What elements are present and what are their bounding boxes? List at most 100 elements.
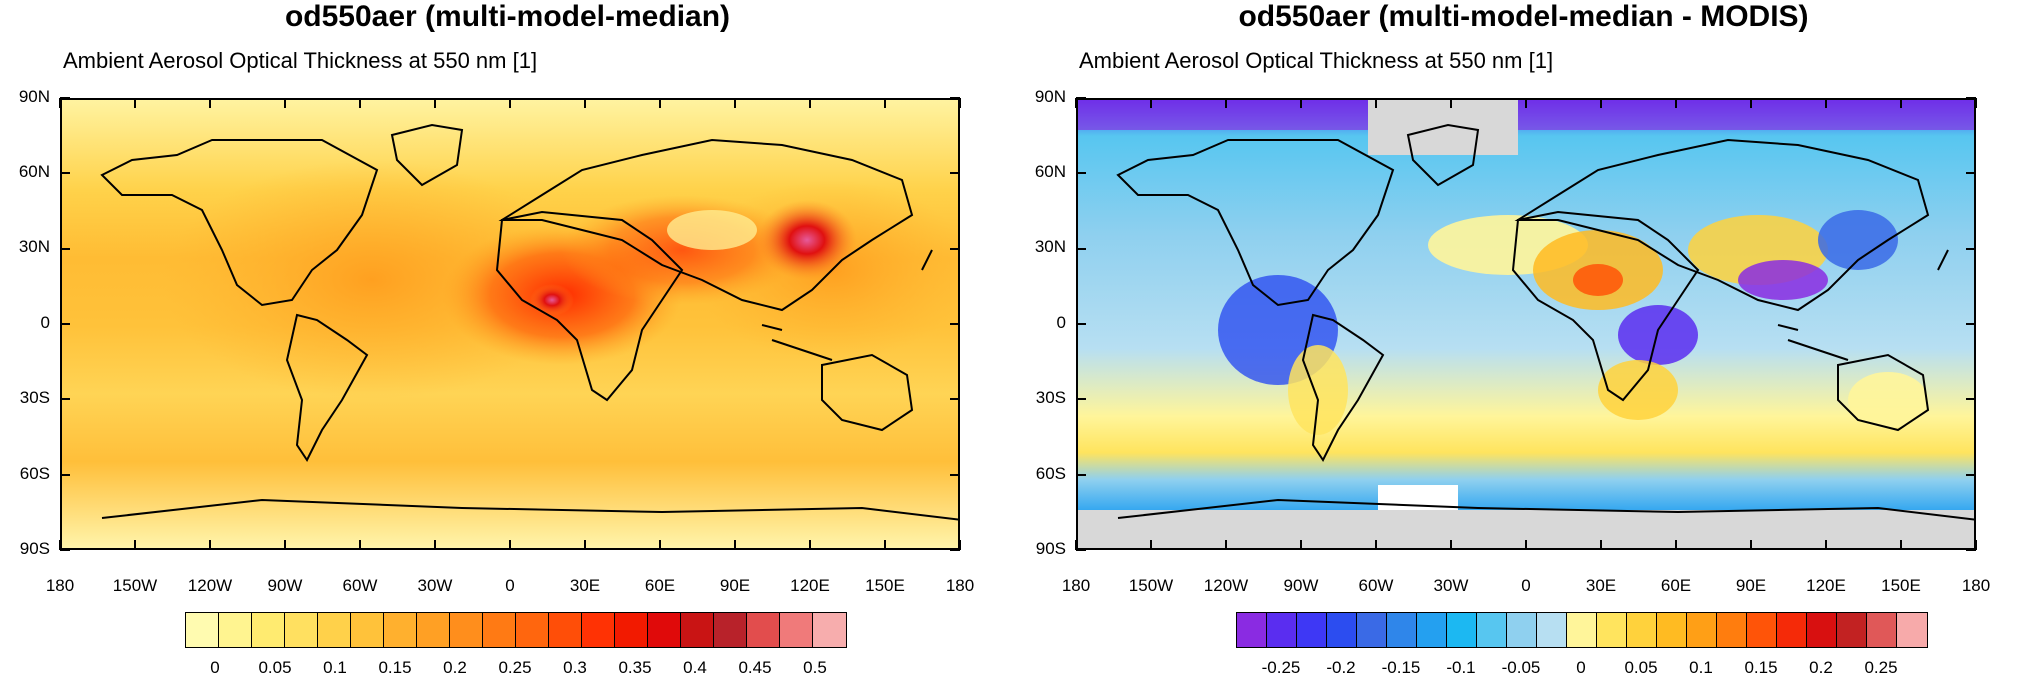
lat-label-30n: 30N [1034,237,1066,256]
lon-label-30e: 30E [569,576,601,595]
colorbar-swatch [384,613,417,647]
colorbar-left [185,612,847,648]
axis-tick [60,172,70,175]
colorbar-swatch [648,613,681,647]
axis-tick [1076,398,1086,401]
colorbar-swatch [1447,613,1477,647]
colorbar-label: 0.1 [1689,658,1713,677]
colorbar-swatch [1627,613,1657,647]
map-area[interactable] [1076,98,1976,550]
colorbar-label: 0.25 [498,658,532,677]
lat-label-90n: 90N [18,87,50,106]
lon-label-60w: 60W [1358,576,1394,595]
colorbar-swatch [1327,613,1357,647]
colorbar-swatch [813,613,846,647]
colorbar-swatch [1837,613,1867,647]
lon-label-180w: 180 [1061,576,1091,595]
lon-label-90w: 90W [1283,576,1319,595]
colorbar-label: 0.05 [258,658,292,677]
axis-tick [60,398,70,401]
colorbar-swatch [1687,613,1717,647]
axis-tick [950,323,960,325]
colorbar-label: -0.2 [1326,658,1356,677]
lat-label-90s: 90S [1035,539,1066,558]
colorbar-swatch [516,613,549,647]
colorbar-swatch [186,613,219,647]
colorbar-swatch [1267,613,1297,647]
colorbar-label: 0.15 [1744,658,1778,677]
aod-difference-map [1078,100,1974,548]
lat-label-30s: 30S [19,388,50,407]
axis-tick [659,98,661,108]
colorbar-swatch [417,613,450,647]
axis-tick [1600,98,1602,108]
axis-tick [1966,473,1976,476]
axis-tick [1966,549,1976,551]
axis-tick [134,98,136,108]
panel-title: od550aer (multi-model-median - MODIS) [1238,0,1809,33]
lon-label-90w: 90W [267,576,303,595]
axis-tick [1150,540,1152,550]
map-area[interactable] [60,98,960,550]
lon-label-120w: 120W [187,576,233,595]
axis-tick [1675,540,1677,550]
axis-tick [659,540,661,550]
axis-tick [1450,540,1452,550]
colorbar-swatch [1807,613,1837,647]
axis-tick [209,98,211,108]
colorbar-swatch [615,613,648,647]
axis-tick [134,540,136,550]
axis-tick [59,540,61,550]
colorbar-swatch [1747,613,1777,647]
lon-label-90e: 90E [719,576,751,595]
axis-tick [1076,323,1086,325]
lat-label-60s: 60S [19,464,50,483]
axis-tick [1966,323,1976,325]
colorbar-swatch [714,613,747,647]
colorbar-swatch [747,613,780,647]
colorbar-label: 0.1 [323,658,347,677]
colorbar-swatch [219,613,252,647]
colorbar-label: -0.1 [1446,658,1476,677]
colorbar-swatch [1507,613,1537,647]
axis-tick [1076,247,1086,250]
colorbar-swatch [1297,613,1327,647]
lat-label-60n: 60N [1034,162,1066,181]
axis-tick [1675,98,1677,108]
axis-tick [1076,97,1086,99]
axis-tick [959,540,961,550]
axis-tick [809,540,811,550]
axis-tick [1375,540,1377,550]
axis-tick [434,540,436,550]
colorbar-right [1236,612,1928,648]
axis-tick [60,549,70,551]
axis-tick [884,98,886,108]
colorbar-swatch [1537,613,1567,647]
axis-tick [1075,98,1077,108]
lon-label-150e: 150E [865,576,905,595]
lat-label-0: 0 [1056,313,1066,332]
lon-label-120w: 120W [1203,576,1249,595]
axis-tick [1375,98,1377,108]
lon-label-30w: 30W [1433,576,1469,595]
axis-tick [950,398,960,401]
axis-tick [1975,98,1977,108]
axis-tick [1150,98,1152,108]
colorbar-label: 0.15 [378,658,412,677]
axis-tick [584,98,586,108]
axis-tick [950,172,960,175]
axis-tick [1966,247,1976,250]
axis-tick [1076,172,1086,175]
axis-tick [1966,172,1976,175]
axis-tick [60,323,70,325]
colorbar-swatch [1357,613,1387,647]
axis-tick [1966,398,1976,401]
axis-tick [60,247,70,250]
colorbar-label: -0.15 [1381,658,1421,677]
axis-tick [60,97,70,99]
lat-label-60n: 60N [18,162,50,181]
axis-tick [1975,540,1977,550]
lon-label-60e: 60E [644,576,676,595]
lon-label-150w: 150W [1128,576,1174,595]
panel-subtitle: Ambient Aerosol Optical Thickness at 550… [1079,48,1554,73]
